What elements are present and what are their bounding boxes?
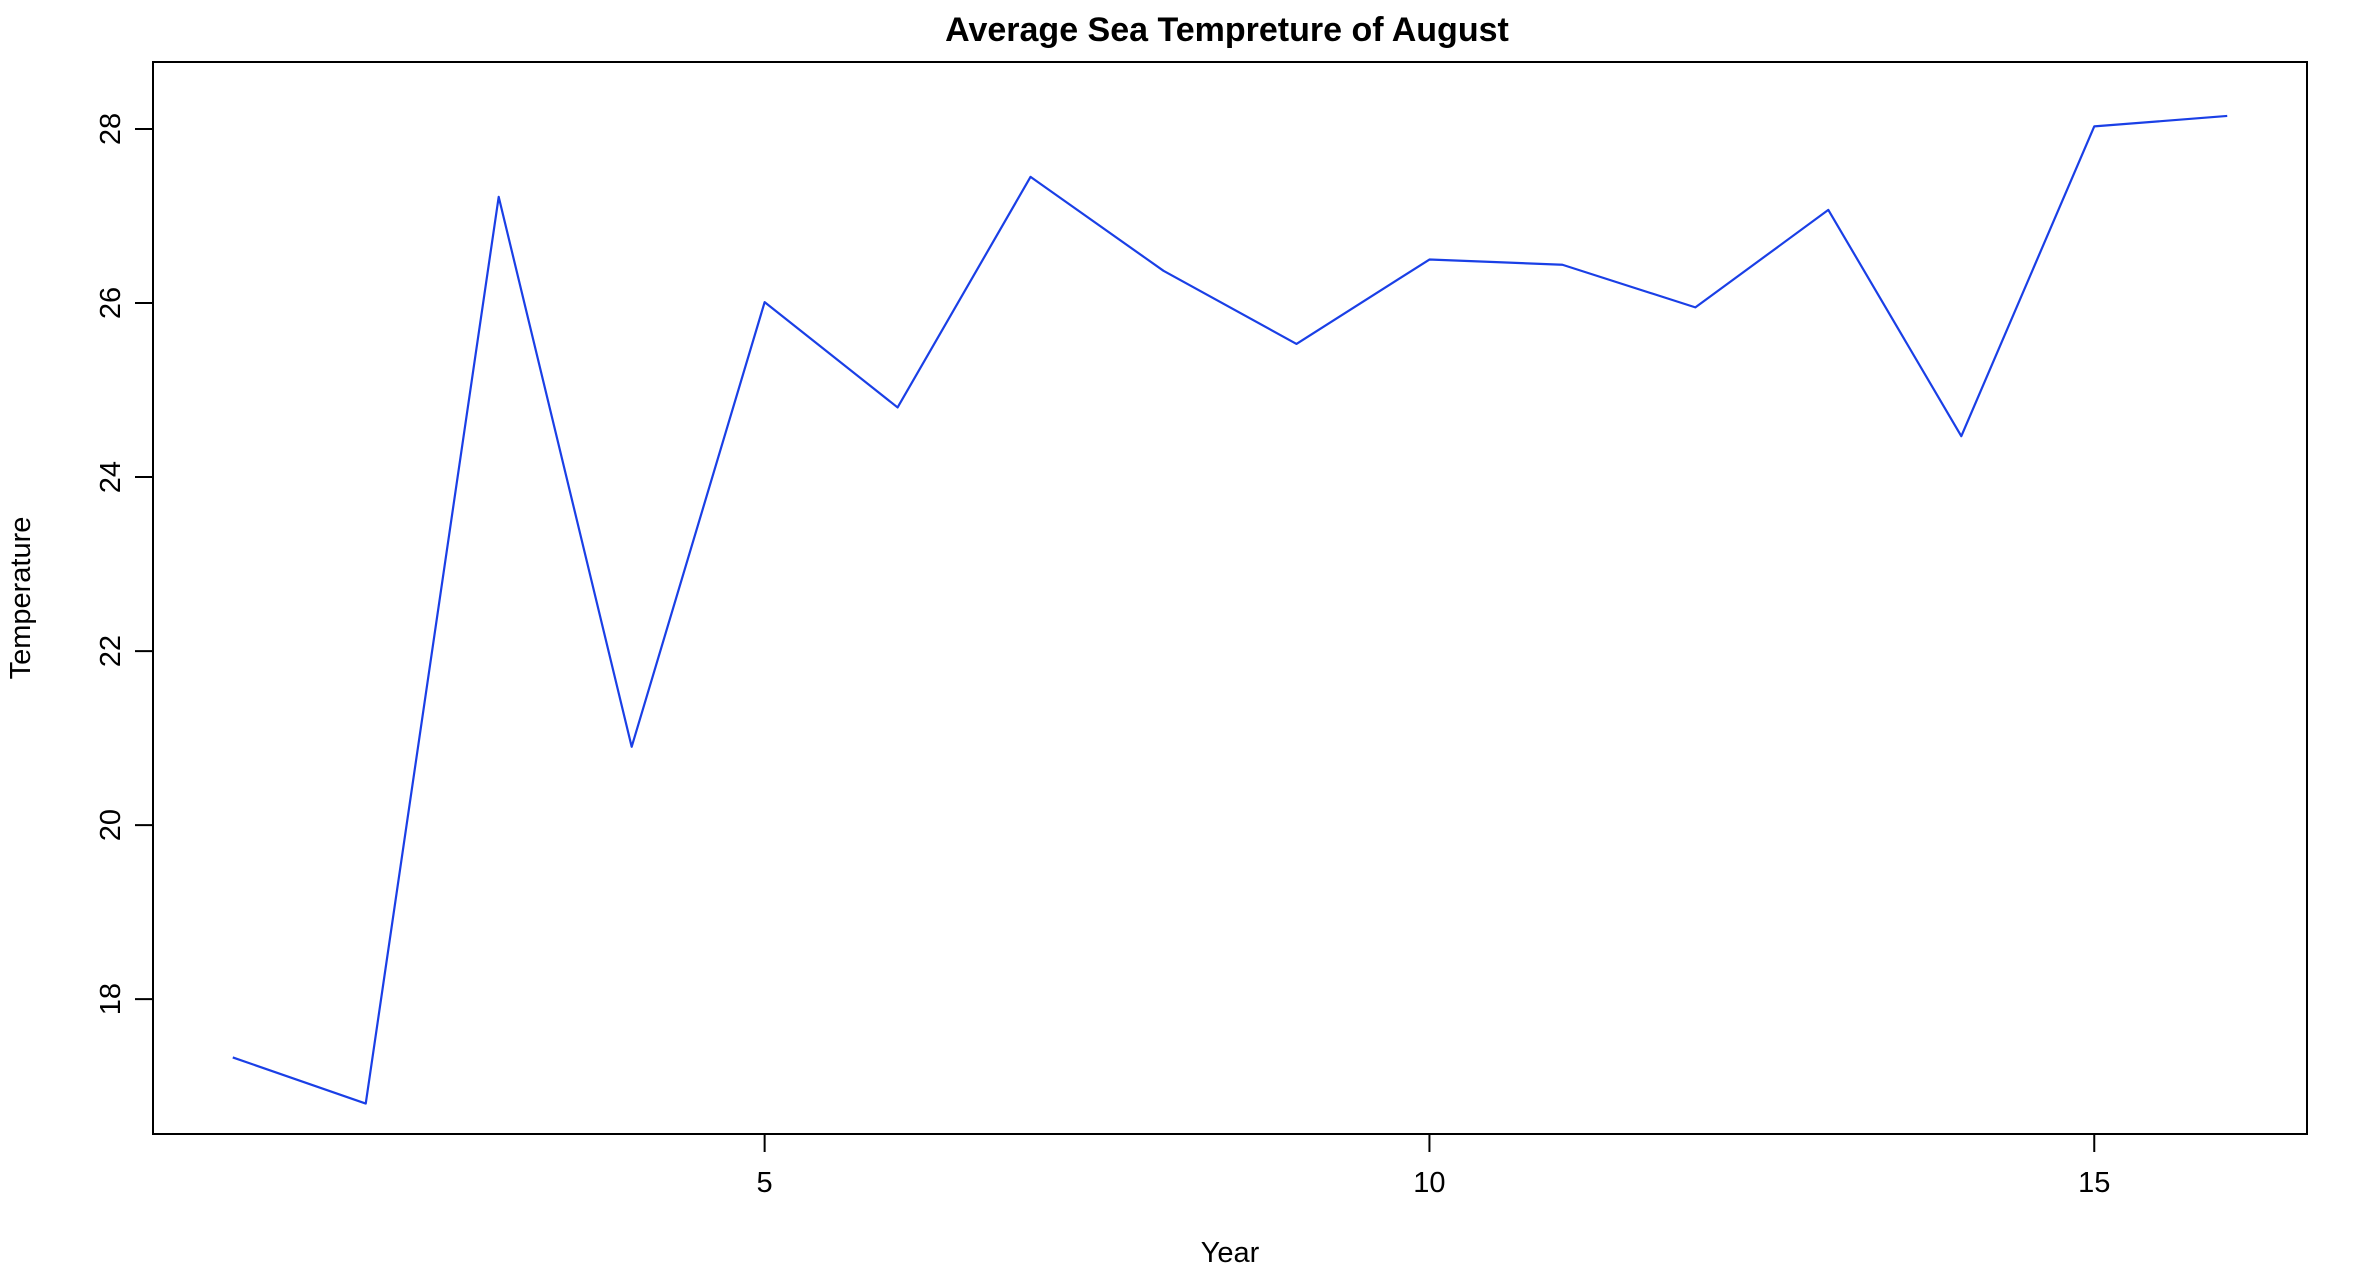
y-tick-label: 24 [95,461,127,493]
x-tick-label: 10 [1413,1167,1445,1199]
x-axis-label: Year [1201,1237,1260,1269]
x-axis: 5 10 15 [757,1133,2110,1199]
y-axis-label: Temperature [5,517,37,680]
x-tick-label: 15 [2078,1167,2110,1199]
y-tick-label: 28 [95,113,127,145]
y-tick-label: 18 [95,983,127,1015]
chart-title: Average Sea Tempreture of August [945,11,1509,49]
x-tick-label: 5 [757,1167,773,1199]
y-tick-label: 20 [95,809,127,841]
y-tick-label: 26 [95,287,127,319]
y-axis: 18 20 22 24 26 28 [95,113,154,1015]
y-tick-label: 22 [95,635,127,667]
series-line [232,114,2228,1105]
plot-area-frame [152,61,2308,1135]
series-layer [232,114,2228,1105]
